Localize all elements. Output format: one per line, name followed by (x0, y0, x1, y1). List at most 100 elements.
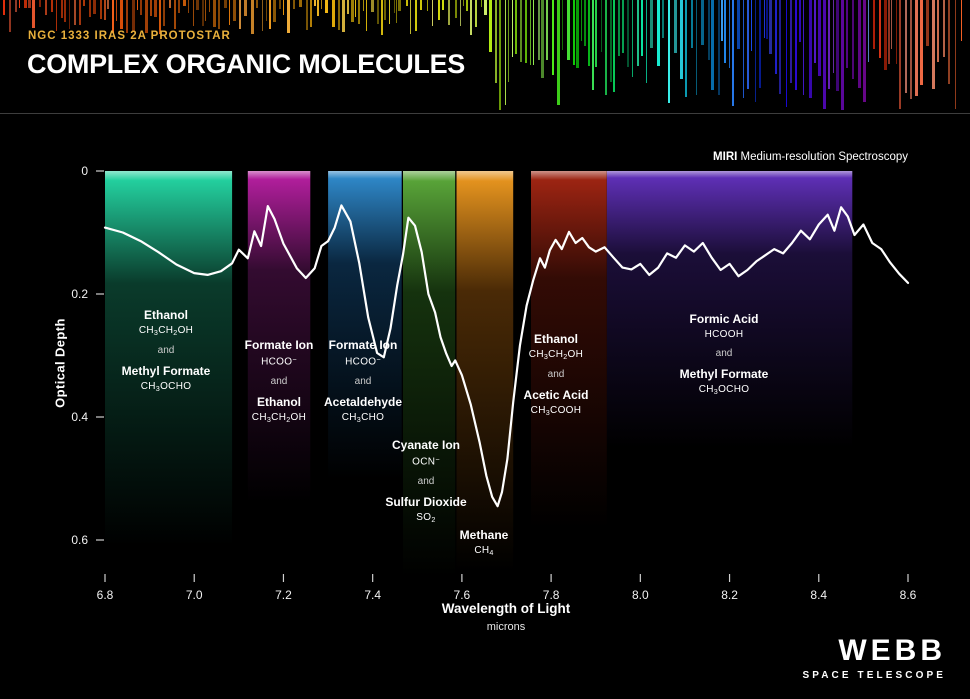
barcode-bar (827, 0, 831, 89)
barcode-bar (480, 0, 482, 7)
barcode-bar (483, 0, 487, 15)
spectrum-barcode-strip (0, 0, 970, 110)
x-tick-label: 7.4 (364, 588, 381, 602)
barcode-bar (656, 0, 660, 66)
barcode-bar (942, 0, 945, 57)
spectrum-plot-panel: 6.8 7.0 7.2 7.4 7.6 7.8 8.0 8.2 8.4 8.6 0 0.2 0.4 0.6… (0, 115, 970, 699)
barcode-bar (145, 0, 149, 33)
barcode-bar (909, 0, 913, 99)
barcode-bar (324, 0, 328, 13)
band-2 (328, 171, 402, 479)
molecule-name: Formic Acid (689, 312, 759, 326)
barcode-bar (212, 0, 216, 27)
molecule-name: Sulfur Dioxide (385, 494, 467, 509)
molecule-name: Acetaldehyde (323, 394, 403, 409)
barcode-bar (125, 0, 128, 33)
mol-block-formate-acetaldehyde: Formate Ion HCOO− and Acetaldehyde CH3CH… (324, 338, 402, 432)
mol-block-ethanol-acetic-acid: Ethanol CH3CH2OH and Acetic Acid CH3COOH (524, 332, 589, 425)
barcode-bar (499, 0, 501, 110)
barcode-bar (357, 0, 360, 24)
barcode-bar (188, 0, 190, 13)
barcode-bar (742, 0, 744, 98)
instrument-mode: Medium-resolution Spectroscopy (737, 151, 908, 163)
band-6 (606, 171, 853, 448)
molecule-formula: CH3CH2OH (251, 411, 307, 424)
barcode-bar (282, 0, 285, 15)
barcode-bar (351, 0, 355, 22)
barcode-bar (332, 0, 335, 27)
barcode-bar (541, 0, 544, 78)
barcode-bar (106, 0, 109, 9)
barcode-bar (371, 0, 375, 12)
barcode-bar (779, 0, 782, 94)
barcode-bar (515, 0, 517, 54)
molecule-formula: HCOOH (704, 329, 744, 340)
barcode-bar (149, 0, 153, 16)
molecule-name: Ethanol (533, 332, 578, 346)
x-tick-label: 6.8 (97, 588, 114, 602)
joiner-label: and (270, 375, 288, 387)
barcode-bar (395, 0, 397, 23)
barcode-bar (557, 0, 560, 105)
barcode-bar (178, 0, 180, 13)
barcode-bar (691, 0, 694, 48)
barcode-bar (567, 0, 570, 60)
barcode-bar (512, 0, 514, 57)
barcode-bar (622, 0, 624, 53)
barcode-bar (537, 0, 540, 60)
barcode-bar (717, 0, 720, 95)
barcode-bar (605, 0, 608, 95)
barcode-bar (954, 0, 957, 109)
barcode-bar (754, 0, 756, 102)
molecule-name: Ethanol (144, 308, 188, 322)
band-4 (456, 171, 514, 571)
barcode-bar (724, 0, 726, 63)
barcode-bar (217, 0, 221, 29)
barcode-bar (346, 0, 350, 14)
barcode-bar (431, 0, 434, 26)
y-tick-label: 0.2 (71, 287, 88, 301)
webb-logo-wordmark: WEBB (838, 634, 946, 667)
barcode-bar (292, 0, 296, 9)
absorption-bands (105, 171, 853, 577)
barcode-bar (442, 0, 445, 10)
barcode-bar (790, 0, 793, 83)
y-tick-label: 0.6 (71, 533, 88, 547)
webb-logo-subtitle: SPACE TELESCOPE (802, 670, 946, 681)
band-3 (403, 171, 456, 577)
molecule-name: Acetic Acid (523, 388, 589, 403)
barcode-bar (888, 0, 890, 64)
molecule-formula: HCOO− (345, 355, 381, 368)
barcode-bar (631, 0, 634, 77)
mol-block-formic-methyl-formate: Formic Acid HCOOH and Methyl Formate CH3… (680, 312, 769, 404)
barcode-bar (19, 0, 21, 8)
molecule-formula: CH3COOH (530, 405, 582, 418)
barcode-bar (366, 0, 368, 31)
x-tick-label: 8.6 (900, 588, 917, 602)
barcode-bar (208, 0, 210, 12)
molecule-name: Methane (459, 528, 509, 542)
barcode-bar (595, 0, 598, 67)
barcode-bar (454, 0, 457, 18)
barcode-bar (183, 0, 186, 6)
barcode-bar (495, 0, 498, 83)
barcode-bar (601, 0, 603, 52)
barcode-bar (904, 0, 907, 93)
molecule-name: Cyanate Ion (391, 438, 460, 452)
band-5 (531, 171, 607, 528)
barcode-bar (580, 0, 582, 41)
barcode-bar (627, 0, 630, 67)
joiner-label: and (417, 475, 435, 487)
barcode-bar (852, 0, 854, 79)
barcode-bar (863, 0, 866, 102)
barcode-bar (573, 0, 575, 65)
barcode-bar (305, 0, 309, 30)
barcode-bar (915, 0, 919, 96)
barcode-bar (920, 0, 924, 85)
barcode-bar (803, 0, 805, 95)
barcode-bar (38, 0, 42, 7)
barcode-bar (153, 0, 157, 17)
molecule-formula: CH3OCHO (698, 384, 750, 397)
molecule-formula: CH3CH2OH (528, 349, 584, 362)
